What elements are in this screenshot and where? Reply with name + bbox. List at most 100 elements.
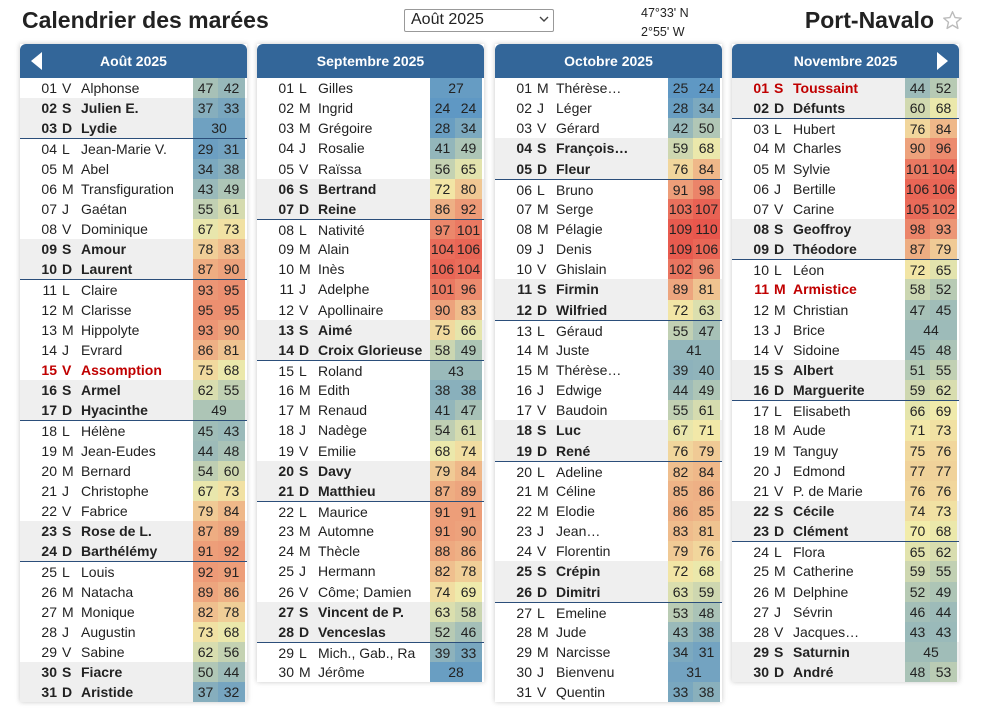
saint-name: Thècle [318, 543, 361, 560]
day-of-week: V [537, 402, 547, 419]
day-number: 27 [516, 604, 532, 621]
day-row: 04 L Jean-Marie V. 29 31 [20, 138, 247, 159]
tide-coefficient: 86 [218, 581, 245, 602]
day-row: 29 M Narcisse 34 31 [495, 641, 722, 663]
day-number: 23 [41, 523, 57, 540]
day-row: 01 M Thérèse… 25 24 [495, 78, 722, 99]
day-of-week: D [62, 684, 73, 701]
tide-coefficient: 93 [930, 218, 957, 240]
saint-name: Louis [81, 564, 115, 581]
tide-coefficient: 49 [455, 138, 482, 159]
day-number: 16 [753, 382, 769, 399]
tide-coefficient: 98 [693, 179, 720, 199]
day-number: 07 [516, 200, 532, 217]
day-number: 17 [753, 403, 769, 420]
day-row: 19 D René 76 79 [495, 440, 722, 461]
chevron-left-icon[interactable] [30, 52, 44, 70]
day-row: 04 J Rosalie 41 49 [257, 138, 484, 159]
day-number: 07 [41, 200, 57, 217]
tide-coefficient: 58 [455, 601, 482, 622]
tide-coefficient: 33 [455, 642, 482, 663]
month-select[interactable]: Août 2025 [404, 9, 554, 32]
saint-name: Céline [556, 482, 596, 499]
tide-coefficient: 78 [218, 601, 245, 622]
tide-coefficient: 105 [905, 198, 930, 219]
tide-coefficient: 96 [455, 279, 482, 300]
day-row: 06 M Transfiguration 43 49 [20, 178, 247, 199]
day-row: 26 V Côme; Damien 74 69 [257, 581, 484, 602]
tide-coefficient: 79 [693, 440, 720, 461]
day-row: 09 J Denis 109 106 [495, 239, 722, 260]
day-of-week: S [62, 241, 72, 258]
day-number: 19 [41, 442, 57, 459]
tide-coefficient: 46 [455, 621, 482, 642]
saint-name: Delphine [793, 583, 849, 600]
saint-name: Amour [81, 241, 127, 258]
tide-coefficient: 59 [668, 138, 693, 159]
saint-name: Elisabeth [793, 403, 851, 420]
tide-coefficient: 75 [430, 319, 455, 340]
saint-name: Clarisse [81, 301, 132, 318]
tide-coefficient: 49 [218, 178, 245, 199]
tide-coefficient: 63 [668, 581, 693, 602]
day-of-week: M [774, 442, 786, 459]
day-of-week: D [774, 664, 785, 681]
tide-coefficient: 78 [193, 239, 218, 260]
day-number: 18 [516, 422, 532, 439]
saint-name: Clément [793, 523, 849, 540]
day-row: 21 M Céline 85 86 [495, 480, 722, 501]
day-row: 07 D Reine 86 92 [257, 198, 484, 219]
chevron-right-icon[interactable] [935, 52, 949, 70]
day-number: 26 [516, 583, 532, 600]
day-of-week: L [62, 282, 70, 299]
saint-name: Géraud [556, 322, 603, 339]
day-row: 14 V Sidoine 45 48 [732, 339, 959, 360]
tide-coefficient: 59 [693, 581, 720, 602]
tide-coefficient: 106 [455, 239, 482, 260]
day-row: 11 J Adelphe 101 96 [257, 279, 484, 300]
saint-name: Jacques… [793, 623, 860, 640]
day-of-week: S [299, 321, 309, 338]
saint-name: Denis [556, 241, 592, 258]
tide-coefficient: 43 [930, 621, 957, 642]
star-icon[interactable] [942, 10, 963, 31]
day-number: 06 [516, 181, 532, 198]
saint-name: Elodie [556, 502, 595, 519]
tide-coefficient: 86 [455, 541, 482, 562]
day-of-week: L [774, 403, 782, 420]
tide-coefficient: 67 [193, 218, 218, 240]
day-number: 18 [753, 422, 769, 439]
day-row: 17 V Baudoin 55 61 [495, 400, 722, 421]
tide-coefficient: 54 [193, 460, 218, 481]
saint-name: Gilles [318, 80, 354, 96]
tide-coefficient: 87 [905, 239, 930, 260]
tide-coefficient: 84 [218, 500, 245, 522]
saint-name: Aristide [81, 684, 134, 701]
tide-coefficient: 51 [905, 359, 930, 381]
day-of-week: D [299, 200, 310, 217]
day-row: 08 L Nativité 97 101 [257, 218, 484, 240]
day-row: 27 L Emeline 53 48 [495, 601, 722, 622]
tide-coefficient: 58 [430, 339, 455, 360]
saint-name: Sidoine [793, 341, 840, 358]
tide-coefficient: 69 [930, 401, 957, 421]
day-number: 24 [41, 543, 57, 560]
tide-coefficient: 106 [930, 178, 957, 199]
day-number: 25 [41, 564, 57, 581]
tide-coefficient: 84 [693, 461, 720, 481]
tide-coefficient: 76 [668, 440, 693, 461]
day-number: 09 [753, 241, 769, 258]
tide-coefficient: 44 [905, 319, 957, 340]
tide-coefficient: 31 [693, 641, 720, 663]
day-number: 01 [278, 80, 294, 96]
tide-coefficient: 39 [668, 359, 693, 381]
tide-coefficient: 91 [668, 179, 693, 199]
tide-coefficient: 40 [693, 359, 720, 381]
tide-coefficient: 27 [430, 78, 482, 99]
day-number: 04 [278, 140, 294, 157]
day-row: 05 M Sylvie 101 104 [732, 158, 959, 179]
tide-coefficient: 74 [905, 500, 930, 522]
tide-coefficient: 91 [430, 521, 455, 542]
day-number: 14 [516, 341, 532, 358]
day-number: 09 [516, 241, 532, 258]
